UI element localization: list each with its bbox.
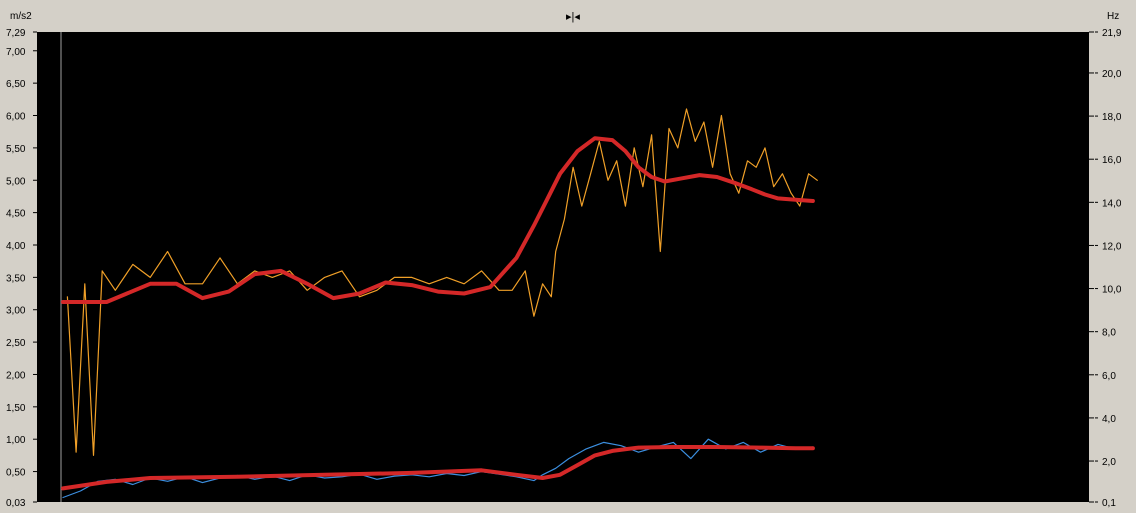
left-tick-label: 7,29 bbox=[6, 28, 26, 39]
right-tick-label: 14,0 bbox=[1102, 198, 1122, 209]
right-tick-label: 10,0 bbox=[1102, 285, 1122, 296]
left-tick-label: 3,50 bbox=[6, 273, 26, 284]
left-tick-label: 7,00 bbox=[6, 47, 26, 58]
plot-area bbox=[37, 32, 1089, 502]
right-tick-label: 2,0 bbox=[1102, 457, 1116, 468]
left-tick-label: 4,50 bbox=[6, 209, 26, 220]
left-axis-unit: m/s2 bbox=[10, 11, 32, 22]
left-tick-label: 5,00 bbox=[6, 176, 26, 187]
left-tick-label: 2,00 bbox=[6, 370, 26, 381]
left-tick-label: 3,00 bbox=[6, 306, 26, 317]
left-tick-label: 5,50 bbox=[6, 144, 26, 155]
right-tick-label: 8,0 bbox=[1102, 328, 1116, 339]
series-layer bbox=[61, 108, 818, 499]
left-tick-label: 1,50 bbox=[6, 403, 26, 414]
right-tick-label: 21,9 bbox=[1102, 28, 1122, 39]
left-tick-label: 4,00 bbox=[6, 241, 26, 252]
splitter-handle-icon[interactable]: ▸|◂ bbox=[566, 11, 580, 23]
right-tick-label: 12,0 bbox=[1102, 241, 1122, 252]
right-tick-label: 18,0 bbox=[1102, 112, 1122, 123]
raw-signal-line bbox=[66, 108, 818, 456]
left-tick-label: 0,50 bbox=[6, 468, 26, 479]
left-tick-label: 2,50 bbox=[6, 338, 26, 349]
right-tick-label: 16,0 bbox=[1102, 155, 1122, 166]
smoothed-trend-line bbox=[61, 445, 815, 491]
right-tick-label: 6,0 bbox=[1102, 371, 1116, 382]
right-axis: 21,9 20,0 18,0 16,0 14,0 12,0 10,0 8,0 6,0 4,0 2,0… bbox=[1089, 28, 1122, 509]
left-tick-label: 0,03 bbox=[6, 498, 26, 508]
right-tick-label: 0,1 bbox=[1102, 498, 1116, 508]
right-tick-label: 4,0 bbox=[1102, 414, 1116, 425]
left-tick-label: 6,00 bbox=[6, 112, 26, 123]
right-tick-label: 20,0 bbox=[1102, 69, 1122, 80]
left-tick-label: 1,00 bbox=[6, 435, 26, 446]
right-axis-unit: Hz bbox=[1107, 11, 1119, 22]
left-axis: 7,29 7,00 6,50 6,00 5,50 5,00 4,50 4,00 3,50 3,00… bbox=[6, 28, 37, 509]
smoothed-trend-line bbox=[61, 136, 815, 304]
left-tick-label: 6,50 bbox=[6, 79, 26, 90]
